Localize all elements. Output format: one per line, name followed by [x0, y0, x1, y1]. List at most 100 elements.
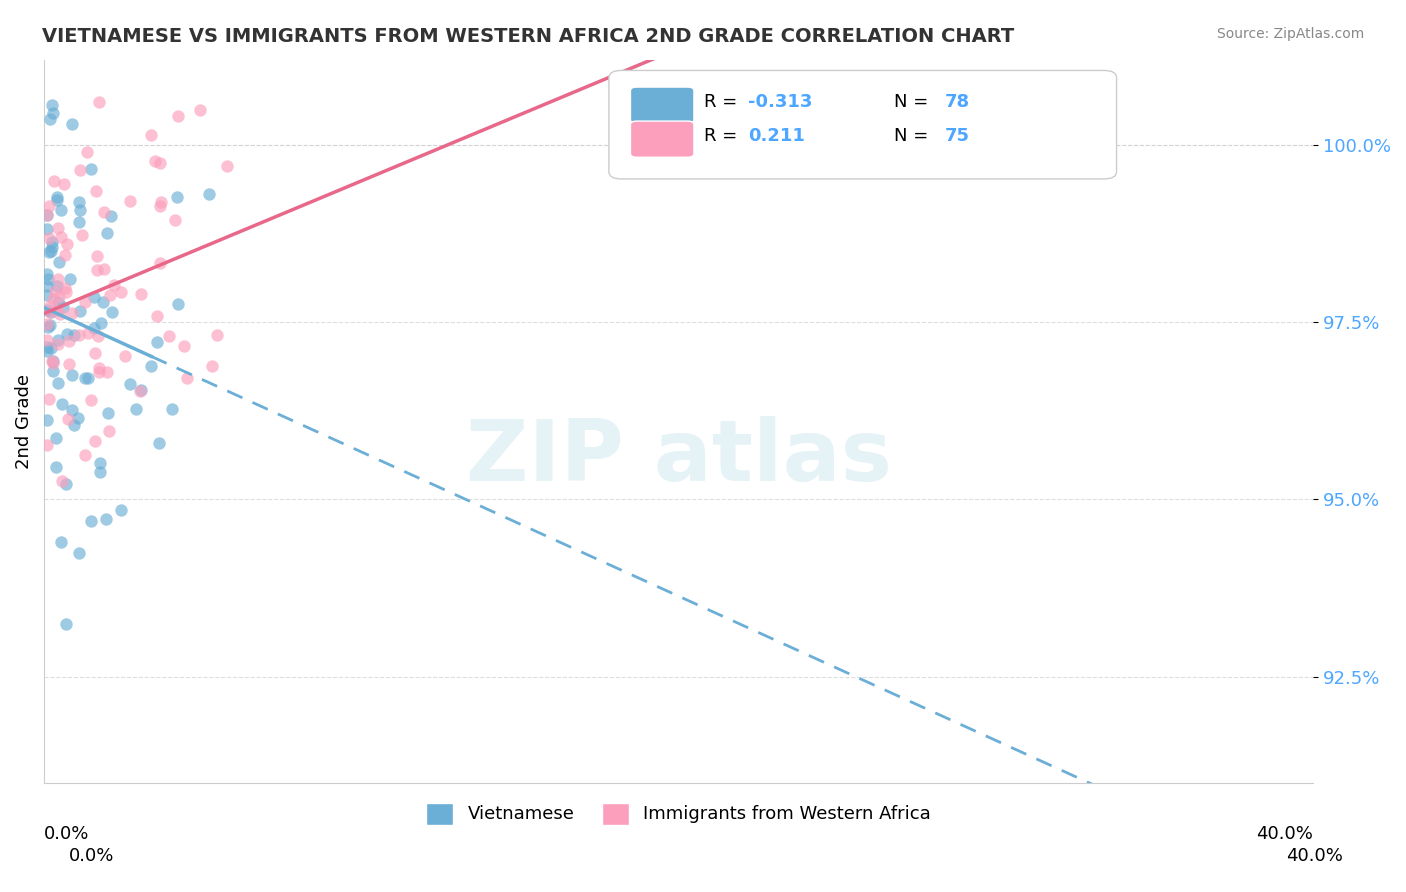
Point — [67, 194, 90, 209]
Point — [80, 392, 103, 407]
Point — [83, 289, 105, 303]
Point — [38, 318, 60, 333]
Point — [76, 326, 98, 340]
Point — [100, 210, 122, 224]
Point — [143, 153, 166, 168]
Point — [97, 406, 120, 420]
Point — [37, 319, 59, 334]
Point — [37, 340, 59, 354]
Point — [124, 402, 146, 417]
Point — [37, 272, 59, 286]
Point — [42, 356, 65, 370]
Point — [53, 178, 76, 192]
Point — [37, 343, 59, 358]
Point — [51, 535, 73, 549]
Point — [46, 279, 69, 293]
Point — [37, 208, 59, 222]
Point — [93, 262, 115, 277]
Text: N =: N = — [894, 93, 935, 111]
Point — [58, 357, 80, 371]
Point — [41, 97, 63, 112]
Point — [77, 370, 100, 384]
Point — [44, 459, 66, 474]
Point — [46, 220, 69, 235]
Point — [37, 438, 59, 452]
Point — [51, 397, 73, 411]
Point — [91, 295, 114, 310]
Point — [55, 285, 77, 299]
Point — [87, 361, 110, 376]
Point — [38, 299, 60, 313]
Point — [89, 465, 111, 479]
Text: N =: N = — [894, 127, 935, 145]
Text: -0.313: -0.313 — [748, 93, 813, 111]
Point — [37, 267, 59, 281]
Point — [148, 199, 170, 213]
Point — [84, 185, 107, 199]
Point — [56, 236, 79, 251]
Point — [38, 112, 60, 126]
Point — [67, 215, 90, 229]
FancyBboxPatch shape — [609, 70, 1116, 179]
Text: 75: 75 — [945, 127, 970, 145]
Point — [120, 194, 142, 209]
Point — [166, 297, 188, 311]
Point — [46, 295, 69, 310]
Point — [37, 413, 59, 427]
Point — [45, 430, 67, 444]
Point — [45, 194, 67, 208]
Point — [89, 365, 111, 379]
Point — [114, 349, 136, 363]
Point — [39, 244, 62, 258]
Point — [46, 272, 69, 286]
Point — [167, 109, 190, 123]
Point — [63, 418, 86, 433]
Point — [94, 512, 117, 526]
Point — [80, 514, 103, 528]
Point — [62, 305, 84, 319]
Point — [39, 305, 62, 319]
Point — [38, 230, 60, 244]
Text: 0.211: 0.211 — [748, 127, 806, 145]
Point — [56, 327, 79, 342]
Text: Source: ZipAtlas.com: Source: ZipAtlas.com — [1216, 27, 1364, 41]
Point — [59, 272, 82, 286]
Point — [96, 226, 118, 240]
Point — [198, 187, 221, 202]
Point — [53, 247, 76, 261]
Point — [62, 117, 84, 131]
Point — [39, 341, 62, 355]
Point — [46, 376, 69, 390]
Text: VIETNAMESE VS IMMIGRANTS FROM WESTERN AFRICA 2ND GRADE CORRELATION CHART: VIETNAMESE VS IMMIGRANTS FROM WESTERN AF… — [42, 27, 1015, 45]
Point — [49, 202, 72, 217]
Point — [89, 456, 111, 470]
Point — [86, 249, 108, 263]
Point — [110, 503, 132, 517]
Point — [87, 95, 110, 110]
Point — [75, 371, 97, 385]
Point — [37, 317, 59, 331]
Point — [41, 354, 63, 368]
Point — [67, 410, 90, 425]
Point — [49, 229, 72, 244]
Point — [86, 329, 108, 343]
Text: 40.0%: 40.0% — [1257, 825, 1313, 844]
Point — [118, 376, 141, 391]
Point — [98, 425, 121, 439]
Point — [38, 245, 60, 260]
Point — [69, 163, 91, 178]
Point — [201, 359, 224, 374]
Point — [37, 333, 59, 347]
Point — [129, 384, 152, 399]
Point — [39, 304, 62, 318]
Point — [60, 368, 83, 383]
Point — [149, 256, 172, 270]
Point — [42, 292, 65, 306]
Point — [90, 316, 112, 330]
Point — [37, 208, 59, 222]
Text: R =: R = — [704, 93, 744, 111]
Point — [46, 190, 69, 204]
Point — [46, 333, 69, 347]
Point — [37, 288, 59, 302]
Point — [129, 383, 152, 397]
